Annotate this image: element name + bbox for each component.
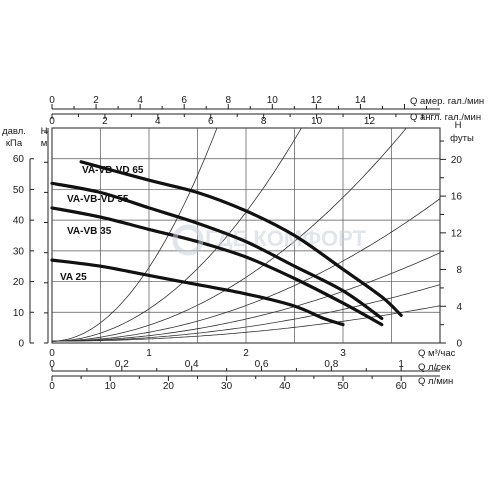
right-ft-title: футы <box>450 133 474 144</box>
system-curve <box>52 198 440 342</box>
right-ft-tick-label: 4 <box>456 302 462 313</box>
top-uk-tick-label: 0 <box>49 116 55 127</box>
top-us-tick-label: 6 <box>181 95 187 106</box>
bottom-ls-tick-label: 0,4 <box>185 359 199 370</box>
bottom-m3h-title: Q м³/час <box>418 348 456 359</box>
watermark-logo <box>172 224 204 256</box>
right-ft-tick-label: 12 <box>451 228 463 239</box>
pump-curve <box>50 206 384 327</box>
bottom-lmin-tick-label: 10 <box>105 381 117 392</box>
series-label: VA-VB 35 <box>67 226 112 237</box>
series-label: VA-VB-VD 65 <box>82 165 144 176</box>
left-kpa-title: давл. <box>2 126 26 137</box>
bottom-ls-tick-label: 0,6 <box>255 359 269 370</box>
top-uk-tick-label: 4 <box>155 116 161 127</box>
bottom-m3h-tick-label: 0 <box>49 348 55 359</box>
left-kpa-tick-label: 60 <box>13 154 25 165</box>
left-kpa-tick-label: 10 <box>13 308 25 319</box>
series-label: VA-VB-VD 55 <box>67 194 129 205</box>
system-curve <box>52 128 218 342</box>
pump-curve <box>79 160 403 317</box>
bottom-ls-title: Q л/сек <box>418 362 451 373</box>
top-uk-tick-label: 8 <box>261 116 267 127</box>
bottom-lmin-title: Q л/мин <box>418 376 453 387</box>
system-curve <box>52 305 440 342</box>
top-us-tick-label: 2 <box>93 95 99 106</box>
bottom-ls-tick-label: 0,8 <box>324 359 338 370</box>
top-us-title: Q амер. гал./мин <box>410 96 484 107</box>
bottom-ls-tick-label: 0,2 <box>115 359 129 370</box>
labels: VA-VB-VD 65 VA-VB-VD 55 VA-VB 35 VA 25 <box>60 165 204 283</box>
bottom-lmin-tick-label: 40 <box>279 381 291 392</box>
top-uk-tick-label: 2 <box>102 116 108 127</box>
pump-curve <box>50 258 345 327</box>
left-m-title: м <box>41 138 48 149</box>
right-ft-title: H <box>455 120 462 131</box>
pump-curves <box>50 160 403 327</box>
top-us-tick-label: 12 <box>311 95 323 106</box>
system-curve <box>52 284 440 342</box>
top-us-tick-label: 14 <box>355 95 367 106</box>
left-kpa-tick-label: 30 <box>13 246 25 257</box>
bottom-m3h-tick-label: 1 <box>146 348 152 359</box>
bottom-m3h-tick-label: 2 <box>243 348 249 359</box>
top-us-tick-label: 0 <box>49 95 55 106</box>
top-uk-tick-label: 6 <box>208 116 214 127</box>
top-uk-tick-label: 12 <box>364 116 376 127</box>
bottom-ls-tick-label: 1 <box>398 359 404 370</box>
bottom-m3h-tick-label: 3 <box>340 348 346 359</box>
pump-curve <box>50 181 384 320</box>
bottom-lmin-tick-label: 30 <box>221 381 233 392</box>
left-kpa-tick-label: 0 <box>18 339 24 350</box>
top-uk-title: Q англ. гал./мин <box>410 112 481 123</box>
left-kpa-tick-label: 20 <box>13 277 25 288</box>
top-us-tick-label: 8 <box>225 95 231 106</box>
top-us-tick-label: 10 <box>267 95 279 106</box>
bottom-lmin-tick-label: 0 <box>49 381 55 392</box>
system-curve <box>52 128 407 342</box>
top-us-tick-label: 4 <box>137 95 143 106</box>
left-kpa-title: кПа <box>6 138 23 149</box>
top-uk-tick-label: 10 <box>311 116 323 127</box>
right-ft-tick-label: 8 <box>456 265 462 276</box>
right-ft-tick-label: 20 <box>451 155 463 166</box>
left-kpa-tick-label: 40 <box>13 216 25 227</box>
system-curve <box>52 252 440 342</box>
left-kpa-tick-label: 50 <box>13 185 25 196</box>
right-ft-tick-label: 16 <box>451 192 463 203</box>
bottom-lmin-tick-label: 50 <box>337 381 349 392</box>
left-m-title: H <box>41 126 48 137</box>
bottom-ls-tick-label: 0 <box>49 359 55 370</box>
bottom-lmin-tick-label: 60 <box>396 381 408 392</box>
series-label: VA 25 <box>60 272 87 283</box>
right-ft-tick-label: 0 <box>456 339 462 350</box>
bottom-lmin-tick-label: 20 <box>163 381 175 392</box>
